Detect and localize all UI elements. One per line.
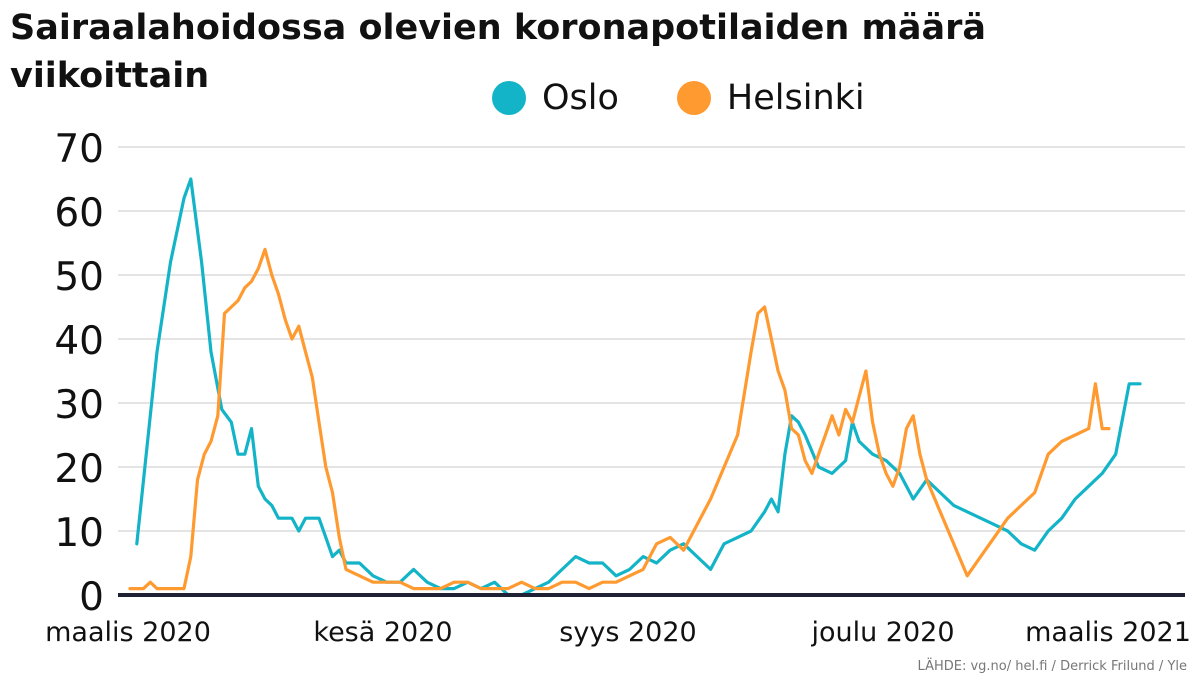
legend-item-oslo: Oslo: [492, 78, 619, 118]
x-tick-label: maalis 2021: [1025, 617, 1191, 648]
chart-title: Sairaalahoidossa olevien koronapotilaide…: [10, 4, 1190, 100]
x-tick-label: kesä 2020: [313, 617, 452, 648]
y-tick-label: 20: [54, 447, 104, 492]
x-tick-label: maalis 2020: [45, 617, 211, 648]
legend-swatch-helsinki: [676, 81, 711, 115]
source-credit: LÄHDE: vg.no/ hel.fi / Derrick Frilund /…: [917, 659, 1187, 674]
legend-label-helsinki: Helsinki: [726, 78, 865, 118]
y-tick-label: 70: [54, 127, 104, 172]
series-line-oslo: [135, 177, 1142, 597]
y-tick-label: 40: [54, 319, 104, 364]
y-tick-label: 60: [54, 191, 104, 236]
y-tick-label: 30: [54, 383, 104, 428]
legend-label-oslo: Oslo: [542, 78, 619, 118]
chart-title-line-1: Sairaalahoidossa olevien koronapotilaide…: [10, 8, 987, 48]
y-tick-label: 0: [79, 575, 104, 620]
x-tick-label: syys 2020: [559, 617, 696, 648]
y-tick-label: 10: [54, 511, 104, 556]
legend: Oslo Helsinki: [492, 78, 923, 118]
x-tick-label: joulu 2020: [810, 617, 954, 648]
series-line-helsinki: [128, 247, 1111, 591]
legend-item-helsinki: Helsinki: [676, 78, 865, 118]
y-tick-label: 50: [54, 255, 104, 300]
chart-title-line-2: viikoittain: [10, 56, 210, 96]
legend-swatch-oslo: [492, 81, 526, 115]
